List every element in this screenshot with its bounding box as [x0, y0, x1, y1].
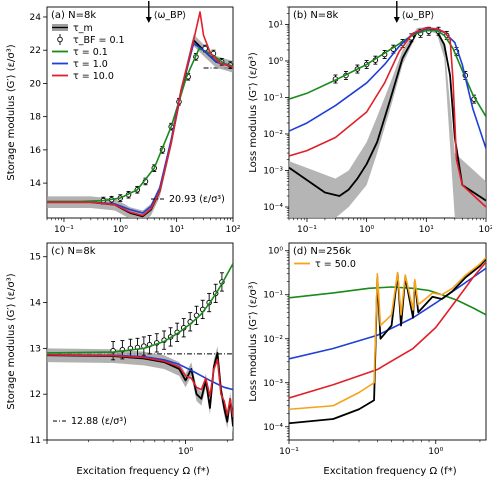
y-tick-label: 10¹	[268, 20, 283, 30]
panel-d: 10⁻¹ 10⁰ 10⁻⁴ 10⁻³ 10⁻² 10⁻¹ 10⁰ Loss modulus ⟨…	[248, 242, 487, 457]
legend-label: τ_m	[73, 23, 93, 34]
y-tick-label: 20	[30, 79, 42, 89]
data-layer	[47, 263, 233, 434]
y-tick-label: 10⁻⁴	[263, 203, 283, 213]
legend-marker	[57, 36, 63, 43]
y-tick-label: 16	[30, 146, 42, 156]
series-line	[289, 286, 486, 316]
series-line	[47, 263, 233, 354]
y-tick-label: 10⁻¹	[263, 291, 283, 301]
arrow-head	[145, 17, 152, 23]
x-tick-label: 10⁻¹	[279, 447, 299, 457]
y-tick-label: 10⁻³	[263, 166, 283, 176]
x-tick-label: 10⁻¹	[297, 225, 317, 235]
panel-a: 10⁻¹ 10⁰ 10¹ 10² 14 16 18 20 22 24 Storage modulus…	[6, 1, 241, 235]
y-tick-label: 10⁰	[268, 247, 283, 257]
y-tick-label: 15	[30, 253, 41, 263]
y-tick-label: 10⁻³	[263, 379, 283, 389]
y-tick-label: 18	[30, 113, 42, 123]
series-line	[289, 261, 486, 399]
x-tick-label: 10²	[225, 225, 240, 235]
arrow-head	[393, 17, 400, 23]
plot-frame	[288, 6, 487, 219]
panel-c: 10⁰ 11 12 13 14 15 Storage modulus ⟨G′⟩ (ε/σ³)…	[6, 242, 234, 457]
y-axis-label: Loss modulus ⟨G″⟩ (ε/σ³)	[248, 281, 259, 402]
reference-label: 12.88 (ε/σ³)	[71, 416, 127, 427]
y-tick-label: 14	[30, 179, 42, 189]
data-layer	[47, 11, 233, 218]
y-tick-label: 10⁻⁴	[263, 423, 283, 433]
x-tick-label: 10⁰	[113, 225, 128, 235]
panel-title: (c) N=8k	[51, 246, 96, 257]
x-tick-label: 10¹	[419, 225, 434, 235]
x-tick-label: 10²	[478, 225, 492, 235]
panel-title: (a) N=8k	[51, 10, 96, 21]
y-tick-label: 10⁻²	[263, 335, 283, 345]
y-tick-label: 11	[30, 436, 41, 446]
series-line	[289, 27, 486, 202]
legend-label: τ = 0.1	[73, 47, 108, 58]
y-tick-label: 10⁻¹	[263, 93, 283, 103]
legend-label: τ_BF = 0.1	[73, 35, 125, 46]
series-line	[47, 352, 233, 427]
panel-b: 10⁻¹ 10⁰ 10¹ 10² 10⁻⁴ 10⁻³ 10⁻² 10⁻¹ 10⁰ 10¹ Loss …	[248, 1, 492, 235]
series-line	[47, 353, 233, 418]
y-tick-label: 10⁻²	[263, 130, 283, 140]
panel-title: (b) N=8k	[293, 10, 339, 21]
legend-label: τ = 50.0	[315, 259, 356, 270]
y-axis-label: Storage modulus ⟨G′⟩ (ε/σ³)	[6, 44, 17, 180]
legend-label: τ = 10.0	[73, 71, 114, 82]
y-tick-label: 10⁰	[268, 57, 283, 67]
series-line	[289, 267, 486, 360]
plot-frame	[288, 242, 487, 441]
arrow-label: ⟨ω_BP⟩	[402, 10, 434, 21]
x-tick-label: 10⁰	[359, 225, 374, 235]
y-tick-label: 24	[30, 13, 42, 23]
legend-label: τ = 1.0	[73, 59, 108, 70]
plot-frame	[46, 242, 234, 441]
reference-label: 20.93 (ε/σ³)	[169, 194, 225, 205]
x-tick-label: 10⁻¹	[54, 225, 74, 235]
x-axis-label-right: Excitation frequency Ω (f*)	[323, 466, 456, 477]
arrow-label: ⟨ω_BP⟩	[154, 10, 186, 21]
y-axis-label: Storage modulus ⟨G′⟩ (ε/σ³)	[6, 273, 17, 409]
data-layer	[289, 257, 486, 425]
panel-title: (d) N=256k	[293, 246, 351, 257]
x-axis-label-left: Excitation frequency Ω (f*)	[76, 466, 209, 477]
uncertainty-band	[289, 27, 486, 218]
y-tick-label: 14	[30, 299, 42, 309]
series-line	[289, 27, 486, 208]
y-tick-label: 22	[30, 46, 41, 56]
y-tick-label: 13	[30, 344, 41, 354]
x-tick-label: 10¹	[169, 225, 184, 235]
uncertainty-band	[47, 34, 233, 218]
series-line	[289, 29, 486, 117]
x-tick-label: 10⁰	[178, 447, 193, 457]
series-line	[289, 257, 486, 411]
x-tick-label: 10⁰	[428, 447, 443, 457]
y-axis-label: Loss modulus ⟨G″⟩ (ε/σ³)	[248, 52, 259, 173]
data-layer	[289, 26, 486, 218]
series-line	[47, 11, 233, 217]
y-tick-label: 12	[30, 390, 41, 400]
